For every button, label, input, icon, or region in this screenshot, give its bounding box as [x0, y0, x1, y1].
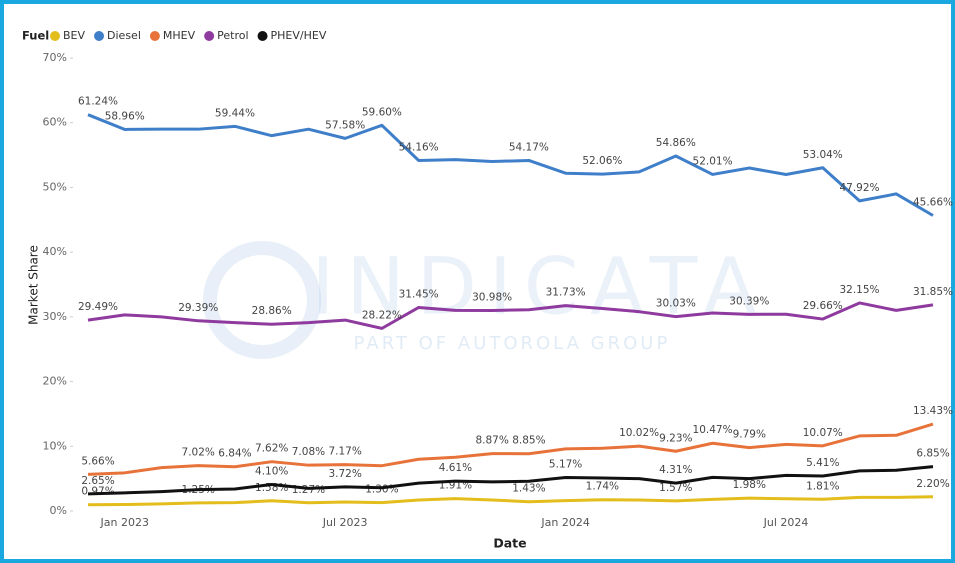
data-label: 9.79%: [733, 429, 766, 441]
series-line: [87, 113, 934, 217]
data-label: 7.62%: [255, 443, 288, 455]
series-line: [87, 495, 934, 507]
watermark-subtitle: PART OF AUTOROLA GROUP: [354, 333, 671, 354]
data-label: 30.03%: [656, 298, 696, 310]
data-label: 6.85%: [916, 448, 949, 460]
y-tick-label: 0%: [50, 504, 67, 517]
data-label: 8.87%: [475, 435, 508, 447]
data-label: 9.23%: [659, 432, 692, 444]
data-label: 29.39%: [178, 302, 218, 314]
data-label: 1.57%: [659, 482, 692, 494]
data-label: 5.41%: [806, 457, 839, 469]
series-line: [87, 301, 934, 330]
y-tick-label: 20%: [43, 375, 67, 388]
legend-title: Fuel: [22, 29, 49, 43]
data-label: 5.66%: [81, 455, 114, 467]
data-label: 2.65%: [81, 475, 114, 487]
data-label: 7.02%: [182, 447, 215, 459]
series-line: [87, 465, 934, 496]
data-label: 52.01%: [693, 155, 733, 167]
data-label: 7.08%: [292, 446, 325, 458]
data-label: 47.92%: [839, 182, 879, 194]
x-tick-label: Jul 2024: [763, 516, 809, 529]
y-tick-label: 40%: [43, 245, 67, 258]
y-axis-label: Market Share: [27, 245, 41, 325]
data-label: 28.86%: [252, 305, 292, 317]
data-label: 1.81%: [806, 480, 839, 492]
data-label: 54.17%: [509, 141, 549, 153]
data-label: 31.45%: [399, 288, 439, 300]
data-label: 52.06%: [582, 155, 622, 167]
data-label: 30.98%: [472, 292, 512, 304]
data-label: 13.43%: [913, 405, 953, 417]
x-axis-label: Date: [493, 536, 526, 551]
legend-label: PHEV/HEV: [271, 29, 327, 42]
data-label: 32.15%: [839, 284, 879, 296]
y-tick-label: 10%: [43, 439, 67, 452]
data-label: 29.66%: [803, 300, 843, 312]
data-label: 58.96%: [105, 110, 145, 122]
series-line: [87, 422, 934, 476]
y-tick-label: 30%: [43, 310, 67, 323]
data-label: 1.74%: [586, 481, 619, 493]
data-label: 4.31%: [659, 464, 692, 476]
data-label: 4.61%: [439, 462, 472, 474]
data-label: 4.10%: [255, 465, 288, 477]
data-label: 7.17%: [328, 446, 361, 458]
data-label: 45.66%: [913, 197, 953, 209]
data-label: 1.43%: [512, 483, 545, 495]
data-label: 31.73%: [546, 287, 586, 299]
y-tick-label: 60%: [43, 116, 67, 129]
legend-swatch: [257, 31, 268, 41]
data-label: 29.49%: [78, 301, 118, 313]
legend-swatch: [50, 31, 60, 41]
x-tick-label: Jan 2024: [540, 516, 589, 529]
data-label: 10.47%: [693, 424, 733, 436]
legend-label: Diesel: [107, 29, 141, 42]
data-label: 10.07%: [803, 427, 843, 439]
data-label: 59.60%: [362, 106, 402, 118]
y-tick-label: 50%: [43, 180, 67, 193]
data-label: 0.97%: [81, 486, 114, 498]
data-label: 31.85%: [913, 286, 953, 298]
data-label: 28.22%: [362, 309, 402, 321]
watermark-logo: [203, 241, 321, 359]
data-label: 8.85%: [512, 435, 545, 447]
data-label: 54.86%: [656, 137, 696, 149]
legend-swatch: [149, 31, 160, 41]
data-label: 61.24%: [78, 96, 118, 108]
legend-swatch: [204, 31, 215, 41]
data-label: 53.04%: [803, 149, 843, 161]
legend-label: BEV: [63, 29, 85, 42]
data-label: 59.44%: [215, 107, 255, 119]
legend-label: Petrol: [217, 29, 248, 42]
y-tick-label: 70%: [43, 51, 67, 64]
data-label: 5.17%: [549, 459, 582, 471]
x-tick-label: Jan 2023: [100, 516, 149, 529]
data-label: 10.02%: [619, 427, 659, 439]
data-label: 6.84%: [218, 448, 251, 460]
data-label: 3.72%: [328, 468, 361, 480]
data-label: 57.58%: [325, 119, 365, 131]
data-label: 1.98%: [733, 479, 766, 491]
data-label: 2.20%: [916, 478, 949, 490]
data-label: 54.16%: [399, 142, 439, 154]
legend-swatch: [94, 31, 105, 41]
x-tick-label: Jul 2023: [322, 516, 368, 529]
legend-label: MHEV: [163, 29, 196, 42]
data-label: 30.39%: [729, 295, 769, 307]
